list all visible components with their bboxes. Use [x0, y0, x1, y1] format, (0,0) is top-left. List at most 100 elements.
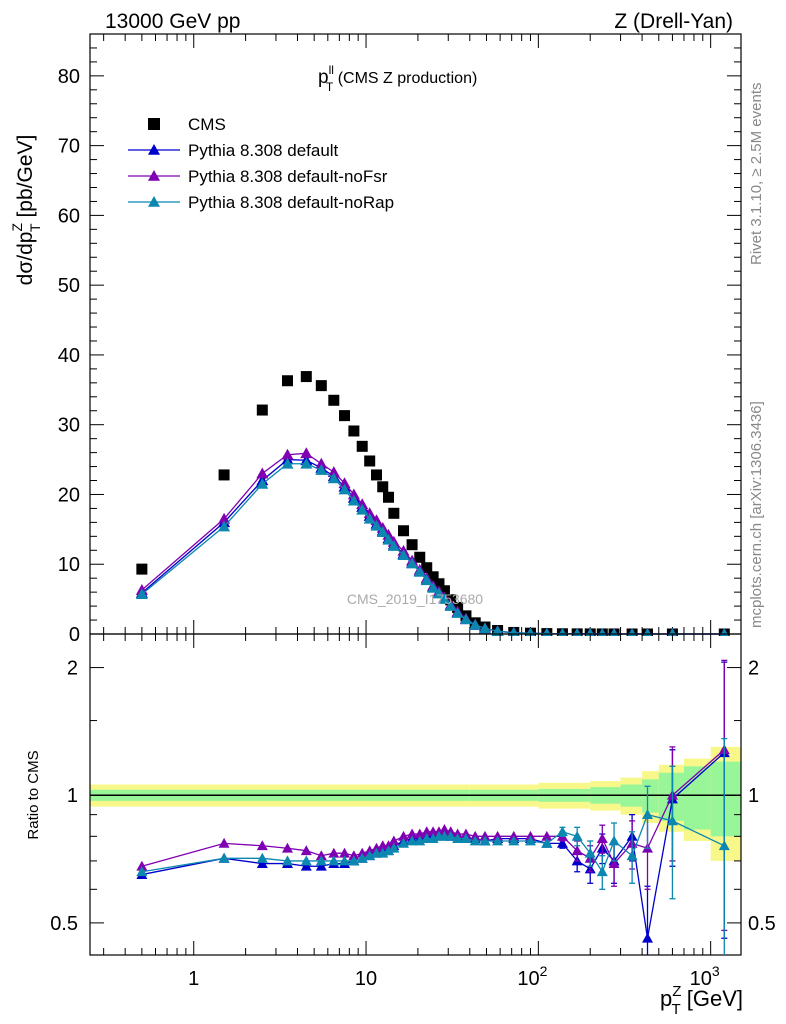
marker-triangle — [218, 520, 231, 532]
line-noRap — [141, 463, 725, 635]
marker-triangle — [666, 815, 678, 826]
cms-data-point — [315, 380, 327, 392]
legend-label: CMS — [188, 115, 226, 134]
marker-triangle — [541, 837, 553, 848]
cms-data-point — [300, 371, 312, 383]
cms-data-point — [339, 410, 351, 422]
x-tick-label-exponent: 3 — [712, 963, 720, 979]
marker-triangle — [315, 850, 327, 861]
legend-item-noFsr: Pythia 8.308 default-noFsr — [128, 167, 388, 186]
marker-triangle — [388, 842, 400, 853]
marker-triangle — [218, 837, 230, 848]
marker-triangle — [541, 830, 553, 841]
marker-triangle — [406, 557, 419, 569]
marker-triangle — [376, 526, 389, 537]
y-axis-label-part: [pb/GeV] — [14, 135, 37, 224]
y-tick-label: 60 — [58, 205, 80, 227]
marker-triangle — [148, 144, 160, 155]
marker-triangle — [327, 466, 340, 477]
marker-triangle — [432, 587, 445, 599]
cms-data-point — [328, 394, 340, 406]
plot-title-rest: (CMS Z production) — [333, 70, 477, 87]
x-axis-label-part: p — [660, 986, 672, 1011]
x-axis-label-part: T — [671, 1001, 680, 1018]
marker-triangle — [256, 858, 268, 868]
marker-triangle — [256, 478, 269, 489]
marker-triangle — [438, 824, 450, 834]
x-tick-label: 103 — [690, 963, 720, 990]
y-axis-label-part: dσ/dp — [14, 232, 37, 286]
band-inner-segment — [710, 761, 741, 837]
marker-triangle — [460, 833, 472, 844]
marker-triangle — [596, 833, 608, 844]
marker-triangle — [642, 932, 654, 943]
marker-triangle — [398, 830, 410, 841]
marker-triangle — [281, 855, 293, 866]
mcplots-label: mcplots.cern.ch [arXiv:1306.3436] — [748, 401, 765, 628]
cms-data-point — [377, 481, 389, 493]
ratio-y-tick-label-right: 2 — [748, 658, 759, 680]
marker-triangle — [356, 503, 369, 515]
main-series-noRap — [135, 457, 729, 636]
x-axis-label-part: Z — [672, 983, 681, 1000]
marker-triangle — [328, 855, 340, 866]
cms-data-point — [383, 491, 395, 503]
marker-triangle — [136, 860, 148, 871]
marker-triangle — [398, 837, 410, 848]
marker-triangle — [406, 828, 418, 839]
marker-triangle — [256, 852, 268, 863]
y-axis-label-part: Z — [9, 223, 25, 232]
marker-triangle — [491, 625, 504, 636]
marker-triangle — [281, 842, 293, 853]
main-panel: 0 10 20 30 40 50 60 70 80 — [58, 33, 742, 646]
marker-triangle — [300, 457, 313, 469]
marker-triangle — [348, 855, 360, 866]
marker-triangle — [571, 830, 583, 841]
band-inner-segment — [683, 766, 711, 830]
cms-data-point — [398, 525, 410, 537]
marker-triangle — [148, 170, 160, 181]
marker-triangle — [469, 618, 482, 630]
plot-title-main: p — [318, 67, 329, 88]
x-tick-label: 10 — [355, 968, 377, 990]
marker-triangle — [478, 622, 491, 634]
cms-data-point — [371, 469, 383, 481]
marker-triangle — [420, 574, 433, 586]
header-right: Z (Drell-Yan) — [614, 10, 733, 33]
marker-triangle — [718, 840, 730, 851]
marker-triangle — [492, 835, 504, 846]
marker-triangle — [642, 809, 654, 820]
axis-labels: pZ T [GeV]dσ/dpZ T [pb/GeV]Ratio to CMS — [9, 135, 743, 1018]
marker-triangle — [328, 847, 340, 858]
plot-title-sup: ll — [329, 63, 334, 77]
watermark: CMS_2019_I1753680 — [347, 591, 483, 607]
cms-data-point — [256, 404, 268, 416]
legend-item-cms: CMS — [148, 115, 226, 134]
marker-triangle — [356, 847, 368, 858]
ratio-series-noRap — [136, 737, 730, 955]
marker-triangle — [451, 607, 464, 618]
cms-data-point — [406, 539, 418, 551]
ratio-y-axis-label: Ratio to CMS — [25, 750, 42, 839]
plot-title-sub: T — [326, 80, 334, 94]
cms-data-point — [281, 375, 293, 387]
ratio-y-tick-label: 1 — [67, 785, 78, 807]
cms-data-point — [364, 455, 376, 467]
marker-triangle — [256, 467, 269, 479]
y-axis-label-part: T — [27, 223, 43, 232]
cms-data-point — [136, 563, 148, 575]
marker-triangle — [327, 472, 340, 484]
marker-triangle — [338, 477, 351, 489]
legend: CMS Pythia 8.308 default Pythia 8.308 defa… — [128, 115, 394, 212]
legend-item-default: Pythia 8.308 default — [128, 141, 339, 160]
marker-triangle — [438, 593, 451, 604]
marker-triangle — [427, 581, 440, 593]
y-tick-label: 80 — [58, 66, 80, 88]
ratio-frame — [89, 633, 742, 956]
ratio-y-tick-label-right: 1 — [748, 785, 759, 807]
header-left: 13000 GeV pp — [105, 10, 240, 33]
marker-triangle — [370, 519, 383, 531]
marker-triangle — [363, 512, 376, 524]
